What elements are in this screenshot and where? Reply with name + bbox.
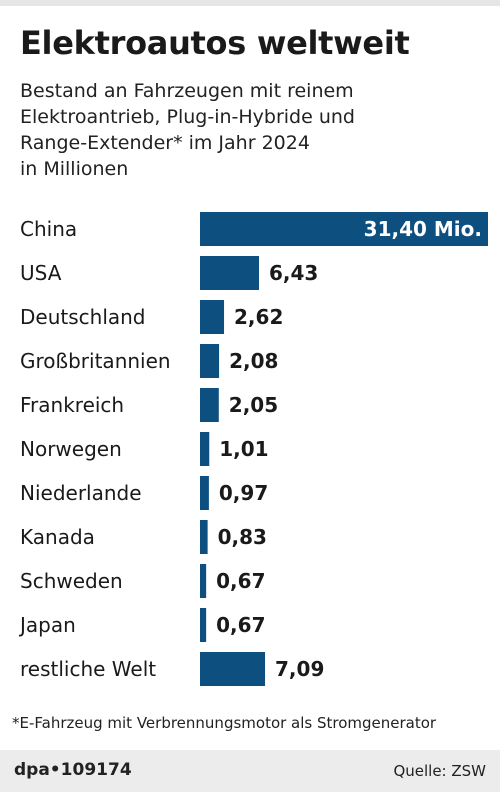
value-label: 2,62 — [234, 305, 283, 329]
category-label: Japan — [18, 613, 76, 637]
value-label: 0,67 — [216, 569, 265, 593]
category-label: Frankreich — [20, 393, 124, 417]
bar — [200, 344, 220, 378]
bar — [200, 300, 225, 334]
category-label: Deutschland — [20, 305, 146, 329]
value-label: 6,43 — [269, 261, 318, 285]
category-label: restliche Welt — [20, 657, 156, 681]
value-label: 0,83 — [218, 525, 267, 549]
chart-title: Elektroautos weltweit — [20, 24, 410, 62]
bar — [200, 432, 210, 466]
category-label: Schweden — [20, 569, 123, 593]
bar — [200, 520, 208, 554]
subtitle-line: Bestand an Fahrzeugen mit reinem — [20, 80, 354, 102]
category-label: Großbritannien — [20, 349, 171, 373]
value-label: 1,01 — [219, 437, 268, 461]
top-rule — [0, 0, 500, 6]
category-label: China — [20, 217, 77, 241]
footnote: *E-Fahrzeug mit Verbrennungsmotor als St… — [12, 714, 437, 732]
value-label: 31,40 Mio. — [364, 217, 482, 241]
subtitle-line: in Millionen — [20, 158, 129, 180]
footer: dpa•109174 Quelle: ZSW — [0, 750, 500, 792]
bar — [200, 608, 207, 642]
bar — [200, 652, 266, 686]
category-label: Norwegen — [20, 437, 122, 461]
category-label: USA — [20, 261, 62, 285]
agency-id: dpa•109174 — [14, 760, 132, 780]
bar-chart: China 31,40 Mio. USA 6,43 Deutschland 2,62 Gro… — [18, 212, 488, 686]
value-label: 0,67 — [216, 613, 265, 637]
subtitle-line: Elektroantrieb, Plug-in-Hybride und — [20, 106, 355, 128]
source-label: Quelle: ZSW — [393, 762, 486, 780]
bar — [200, 476, 209, 510]
bar — [200, 388, 219, 422]
chart-subtitle: Bestand an Fahrzeugen mit reinem Elektro… — [20, 78, 490, 182]
value-label: 0,97 — [219, 481, 268, 505]
bar — [200, 212, 488, 246]
bar — [200, 564, 207, 598]
bar — [200, 256, 259, 290]
subtitle-line: Range-Extender* im Jahr 2024 — [20, 132, 310, 154]
value-label: 7,09 — [275, 657, 324, 681]
category-label: Niederlande — [20, 481, 142, 505]
category-label: Kanada — [20, 525, 95, 549]
value-label: 2,05 — [229, 393, 278, 417]
value-label: 2,08 — [229, 349, 278, 373]
